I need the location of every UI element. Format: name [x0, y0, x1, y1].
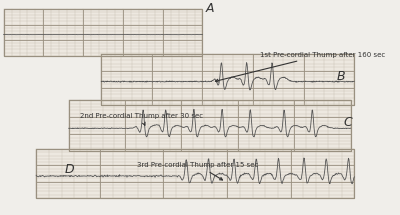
Text: 1st Pre-cordial Thump after 160 sec: 1st Pre-cordial Thump after 160 sec	[216, 52, 386, 82]
Bar	[4, 9, 202, 56]
Text: C: C	[344, 116, 352, 129]
Text: B: B	[336, 70, 345, 83]
Text: 2nd Pre-cordial Thump after 30 sec: 2nd Pre-cordial Thump after 30 sec	[80, 113, 203, 125]
Text: A: A	[206, 2, 214, 15]
Bar	[36, 149, 354, 198]
Bar	[36, 149, 354, 198]
Bar	[4, 9, 202, 56]
Bar	[69, 100, 351, 151]
Bar	[101, 54, 354, 104]
Text: D: D	[65, 163, 75, 175]
Text: 3rd Pre-cordial Thump after 15 sec: 3rd Pre-cordial Thump after 15 sec	[137, 162, 259, 180]
Bar	[101, 54, 354, 104]
Bar	[69, 100, 351, 151]
